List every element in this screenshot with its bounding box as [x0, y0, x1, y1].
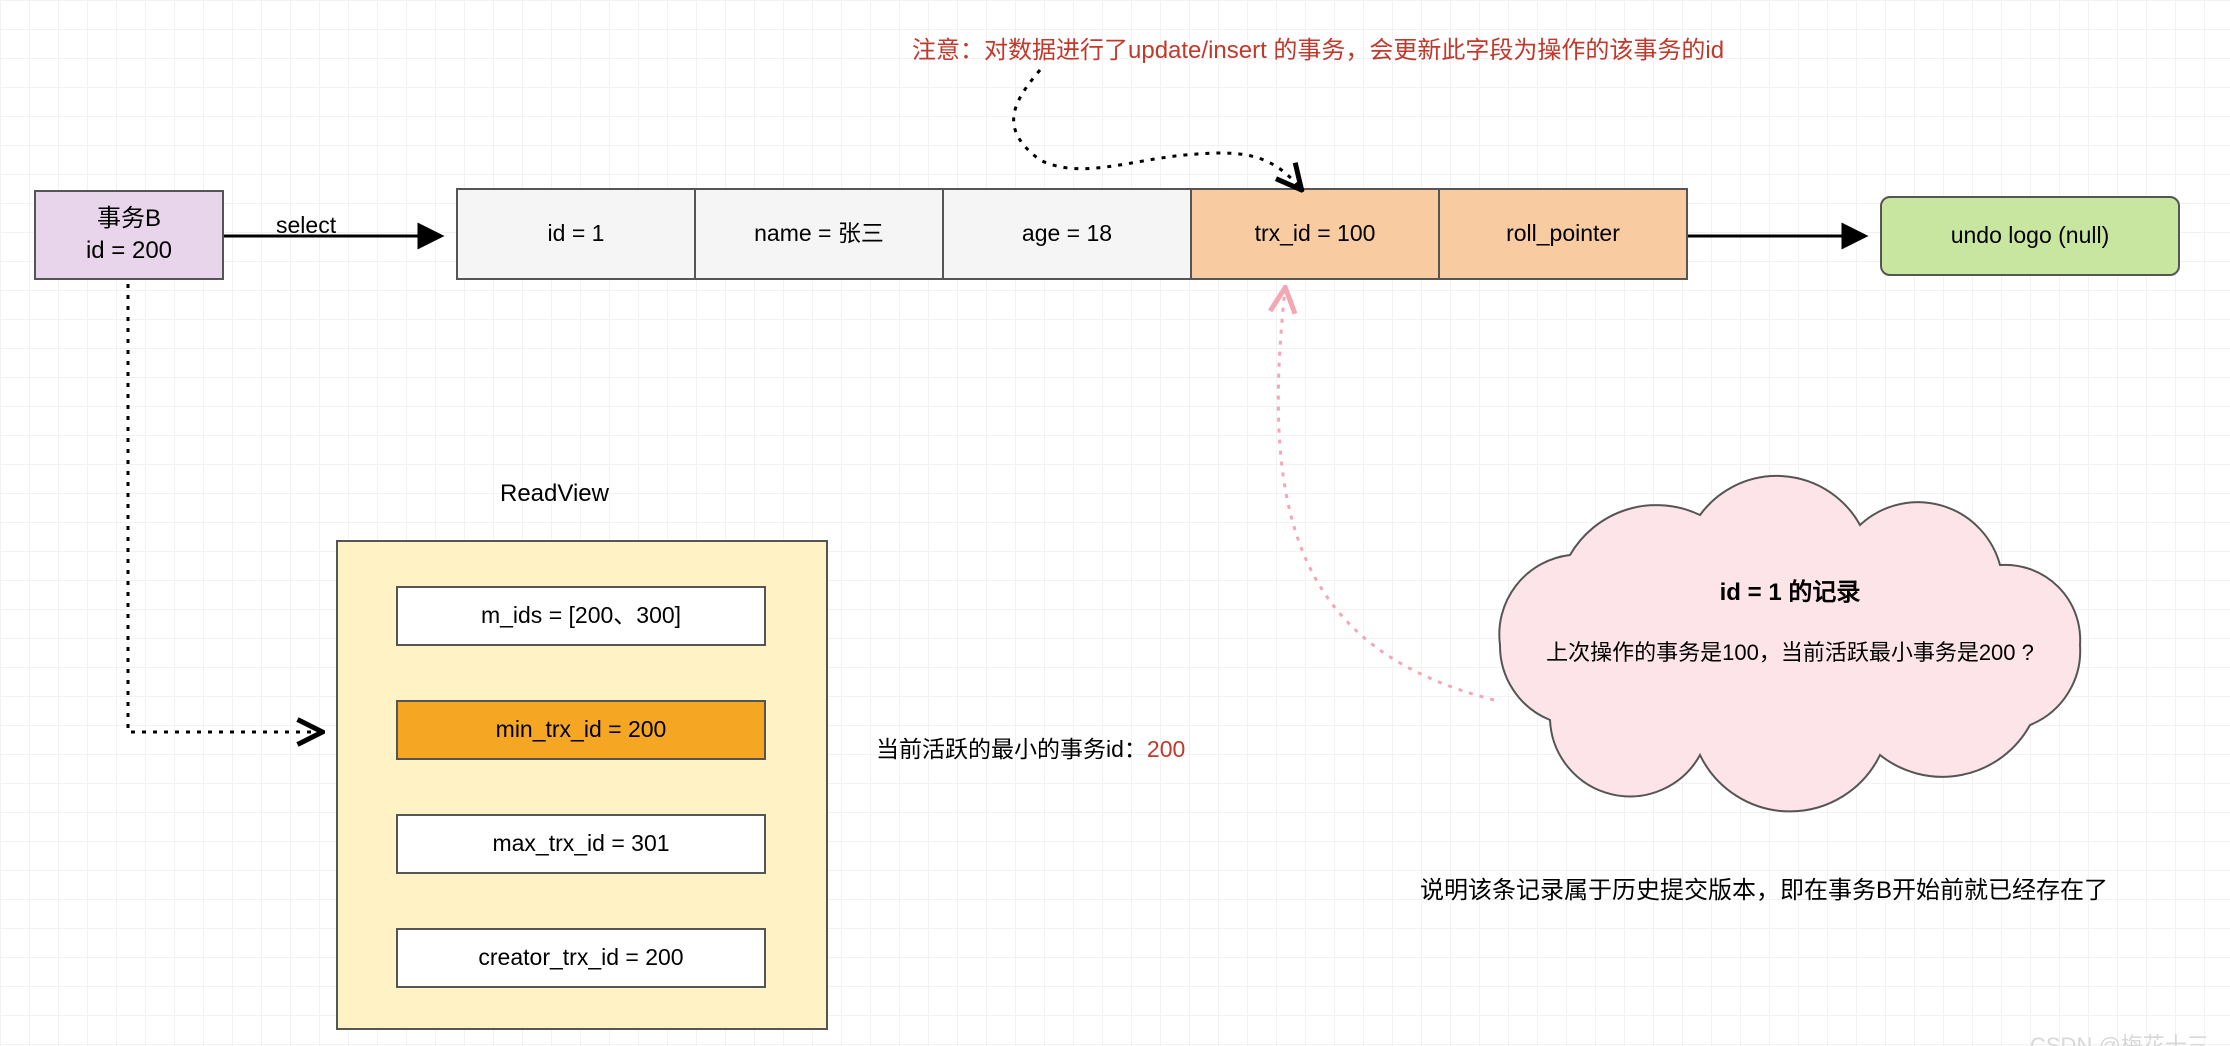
- transaction-b-box: 事务B id = 200: [34, 190, 224, 280]
- arrow-cloud-to-trx: [1278, 290, 1494, 700]
- readview-item-0: m_ids = [200、300]: [396, 586, 766, 646]
- current-prefix: 当前活跃的最小的事务id：: [876, 736, 1147, 762]
- readview-item-2: max_trx_id = 301: [396, 814, 766, 874]
- row-cell-1: name = 张三: [694, 188, 944, 280]
- readview-item-1: min_trx_id = 200: [396, 700, 766, 760]
- diagram-canvas: 事务B id = 200 select id = 1name = 张三age =…: [0, 0, 2230, 1046]
- row-cell-3: trx_id = 100: [1190, 188, 1440, 280]
- row-cell-2: age = 18: [942, 188, 1192, 280]
- cloud-bubble: id = 1 的记录 上次操作的事务是100，当前活跃最小事务是200 ?: [1499, 476, 2080, 812]
- current-min-trx-label: 当前活跃的最小的事务id：200: [876, 730, 1185, 764]
- note-top: 注意：对数据进行了update/insert 的事务，会更新此字段为操作的该事务…: [912, 30, 1724, 65]
- arrow-note-curve: [1014, 70, 1300, 188]
- explanation-text: 说明该条记录属于历史提交版本，即在事务B开始前就已经存在了: [1420, 870, 2108, 905]
- current-value: 200: [1147, 736, 1185, 762]
- readview-title: ReadView: [500, 480, 609, 508]
- readview-item-3: creator_trx_id = 200: [396, 928, 766, 988]
- row-cell-4: roll_pointer: [1438, 188, 1688, 280]
- tx-title: 事务B: [86, 203, 172, 235]
- select-label: select: [276, 212, 336, 239]
- undo-log-box: undo logo (null): [1880, 196, 2180, 276]
- tx-id: id = 200: [86, 235, 172, 267]
- arrow-tx-to-readview: [128, 284, 320, 732]
- watermark: CSDN @梅花十三: [2030, 1028, 2209, 1046]
- row-cell-0: id = 1: [456, 188, 696, 280]
- cloud-line1: id = 1 的记录: [1720, 578, 1861, 606]
- cloud-line2: 上次操作的事务是100，当前活跃最小事务是200 ?: [1546, 640, 2034, 665]
